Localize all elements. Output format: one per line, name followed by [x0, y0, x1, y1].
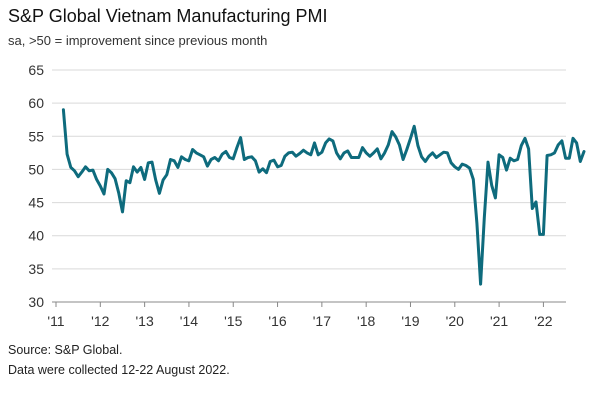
x-tick-label: '16 — [268, 313, 286, 329]
x-tick-label: '20 — [446, 313, 464, 329]
x-tick-label: '21 — [490, 313, 508, 329]
y-tick-label: 55 — [28, 128, 44, 144]
source-note: Source: S&P Global. — [8, 343, 123, 357]
y-tick-label: 60 — [28, 95, 44, 111]
x-tick-label: '18 — [357, 313, 375, 329]
x-tick-label: '14 — [180, 313, 198, 329]
x-tick-label: '19 — [401, 313, 419, 329]
y-tick-label: 50 — [28, 161, 44, 177]
pmi-series-line — [61, 108, 586, 286]
y-tick-label: 45 — [28, 195, 44, 211]
y-tick-label: 35 — [28, 261, 44, 277]
y-tick-label: 40 — [28, 228, 44, 244]
x-tick-label: '17 — [313, 313, 331, 329]
x-tick-label: '22 — [534, 313, 552, 329]
collection-note: Data were collected 12-22 August 2022. — [8, 363, 230, 377]
x-tick-label: '15 — [224, 313, 242, 329]
x-tick-label: '12 — [91, 313, 109, 329]
y-tick-label: 65 — [28, 62, 44, 78]
y-tick-label: 30 — [28, 294, 44, 310]
chart-subtitle: sa, >50 = improvement since previous mon… — [8, 33, 268, 48]
x-tick-label: '11 — [47, 313, 64, 329]
pmi-line-chart: 30 35 40 45 50 55 60 65 '11 '12 '13 '14 '15 '16 '17 '18… — [28, 62, 586, 329]
x-tick-label: '13 — [135, 313, 153, 329]
chart-title: S&P Global Vietnam Manufacturing PMI — [8, 6, 328, 26]
